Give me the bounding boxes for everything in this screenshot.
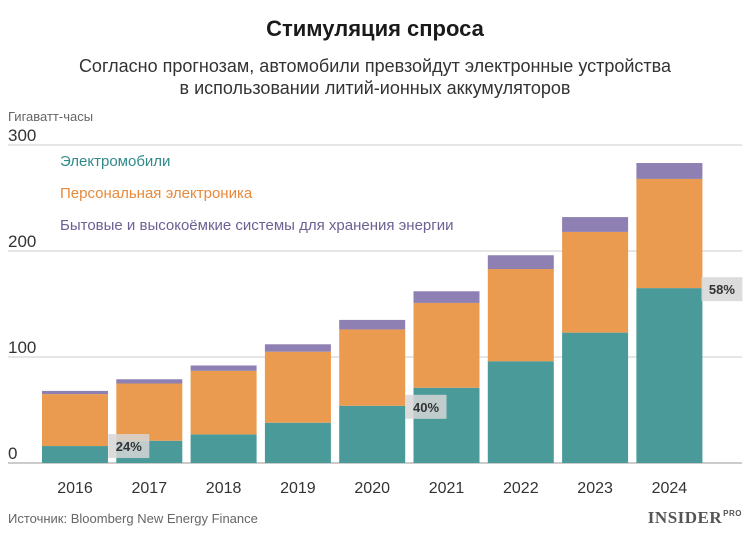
bar-segment (42, 390, 108, 395)
insider-pro-logo: INSIDERPRO (648, 508, 742, 528)
bar-segment (413, 302, 480, 388)
y-axis-label: Гигаватт-часы (8, 109, 93, 124)
bar-segment (562, 332, 629, 463)
logo-text: INSIDER (647, 508, 723, 527)
bar-segment (636, 288, 703, 463)
legend-entry: Бытовые и высокоёмкие системы для хранен… (60, 217, 454, 234)
bar-segment (562, 217, 629, 232)
bar-segment (487, 269, 554, 362)
y-tick-label: 100 (8, 338, 36, 357)
legend-entry: Электромобили (60, 153, 170, 170)
x-tick-label: 2024 (652, 480, 688, 497)
bar-segment (339, 319, 406, 330)
bar-segment (636, 178, 703, 289)
share-annotation-label: 24% (116, 439, 142, 454)
bar-segment (413, 291, 480, 303)
share-annotation-box (405, 394, 447, 419)
legend-entry: Персональная электроника (60, 185, 253, 202)
y-tick-label: 0 (8, 444, 17, 463)
bar-segment (116, 379, 183, 384)
bar-segment (264, 351, 331, 423)
bar-segment (190, 434, 257, 463)
subtitle-line-1: Согласно прогнозам, автомобили превзойду… (78, 56, 672, 76)
x-tick-label: 2016 (57, 480, 93, 497)
x-tick-label: 2023 (577, 480, 613, 497)
bar-segment (487, 361, 554, 463)
bar-segment (42, 446, 108, 463)
bar-segment (562, 231, 629, 333)
bar-segment (190, 365, 257, 371)
bar-segment (636, 163, 703, 179)
bar-segment (42, 394, 108, 447)
bar-segment (339, 329, 406, 406)
x-tick-label: 2020 (354, 480, 390, 497)
x-tick-label: 2017 (132, 480, 168, 497)
x-tick-label: 2021 (429, 480, 465, 497)
y-tick-label: 300 (8, 126, 36, 145)
bar-segment (339, 405, 406, 463)
y-tick-label: 200 (8, 232, 36, 251)
chart-title: Стимуляция спроса (266, 16, 484, 41)
subtitle-line-2: в использовании литий-ионных аккумулятор… (179, 78, 571, 98)
bar-segment (116, 383, 183, 441)
x-tick-label: 2022 (503, 480, 539, 497)
bar-segment (487, 255, 554, 270)
x-tick-label: 2018 (206, 480, 242, 497)
share-annotation-label: 40% (413, 400, 439, 415)
x-tick-label: 2019 (280, 480, 316, 497)
share-annotation-label: 58% (709, 282, 735, 297)
source-note: Источник: Bloomberg New Energy Finance (8, 511, 258, 526)
chart-subtitle: Согласно прогнозам, автомобили превзойду… (0, 55, 750, 99)
share-annotation-box (701, 277, 743, 302)
logo-sup: PRO (723, 509, 742, 518)
share-annotation-box (108, 434, 150, 459)
bar-segment (190, 370, 257, 435)
bar-segment (264, 344, 331, 352)
bar-segment (264, 422, 331, 463)
